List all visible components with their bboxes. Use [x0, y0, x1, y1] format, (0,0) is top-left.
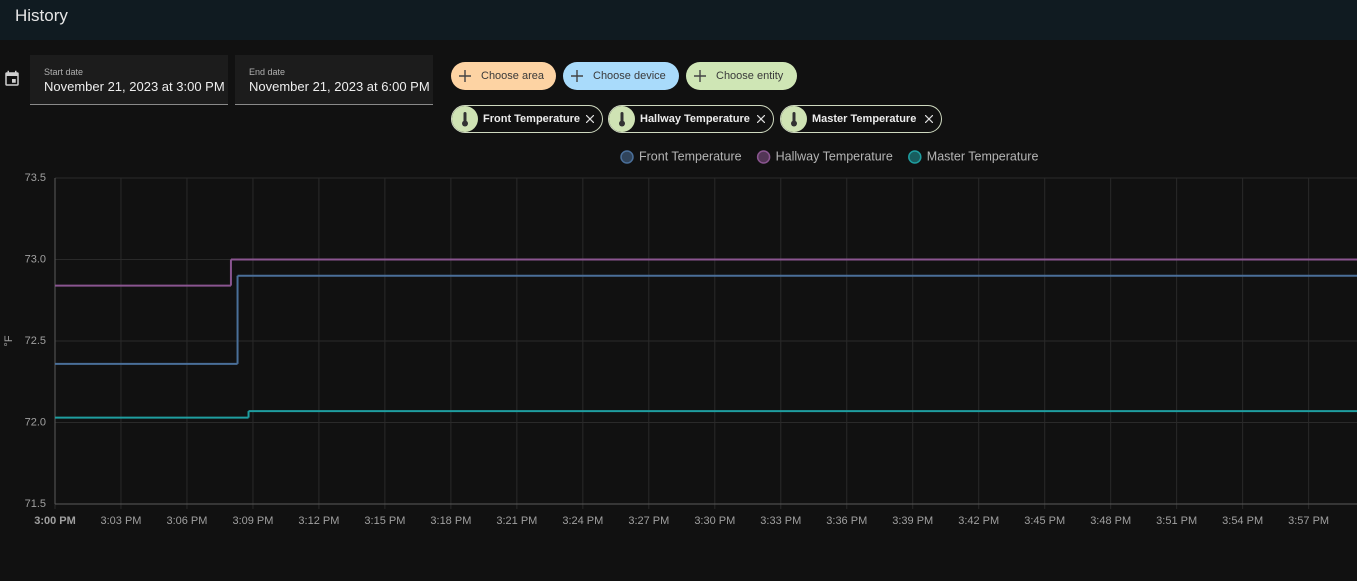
x-tick-label: 3:48 PM [1090, 515, 1131, 527]
start-date-value: November 21, 2023 at 3:00 PM [44, 79, 225, 94]
entity-chip[interactable]: Master Temperature [780, 105, 942, 133]
remove-icon[interactable] [757, 115, 765, 123]
y-tick-label: 73.0 [25, 253, 46, 265]
end-date-label: End date [249, 67, 285, 77]
legend-swatch [758, 151, 770, 163]
chip-label: Front Temperature [483, 106, 580, 132]
x-tick-label: 3:06 PM [166, 515, 207, 527]
x-tick-label: 3:30 PM [694, 515, 735, 527]
chip-label: Hallway Temperature [640, 106, 750, 132]
header: History [0, 0, 1357, 40]
x-tick-label: 3:39 PM [892, 515, 933, 527]
x-tick-label: 3:54 PM [1222, 515, 1263, 527]
x-tick-label: 3:42 PM [958, 515, 999, 527]
remove-icon[interactable] [925, 115, 933, 123]
end-date-value: November 21, 2023 at 6:00 PM [249, 79, 430, 94]
entity-chip[interactable]: Hallway Temperature [608, 105, 774, 133]
legend-swatch [909, 151, 921, 163]
x-tick-label: 3:18 PM [430, 515, 471, 527]
chip-label: Master Temperature [812, 106, 916, 132]
end-date[interactable]: End date November 21, 2023 at 6:00 PM [235, 55, 433, 105]
start-date[interactable]: Start date November 21, 2023 at 3:00 PM [30, 55, 228, 105]
y-axis-label: °F [3, 335, 15, 346]
chip-label: Choose entity [716, 62, 783, 90]
x-tick-label: 3:12 PM [298, 515, 339, 527]
entity-chip[interactable]: Front Temperature [451, 105, 603, 133]
choose-area[interactable]: Choose area [451, 62, 556, 90]
x-tick-label: 3:03 PM [100, 515, 141, 527]
x-tick-label: 3:33 PM [760, 515, 801, 527]
chip-label: Choose area [481, 62, 544, 90]
y-tick-label: 73.5 [25, 172, 46, 184]
header-title: History [15, 6, 68, 26]
legend-swatch [621, 151, 633, 163]
y-tick-label: 72.0 [25, 416, 46, 428]
x-tick-label: 3:51 PM [1156, 515, 1197, 527]
legend-label: Master Temperature [927, 149, 1039, 163]
choose-entity[interactable]: Choose entity [686, 62, 797, 90]
y-tick-label: 72.5 [25, 335, 46, 347]
x-tick-label: 3:36 PM [826, 515, 867, 527]
x-tick-label: 3:09 PM [232, 515, 273, 527]
x-tick-label: 3:27 PM [628, 515, 669, 527]
legend-label: Front Temperature [639, 149, 742, 163]
x-tick-label: 3:00 PM [34, 515, 76, 527]
chip-label: Choose device [593, 62, 666, 90]
x-tick-label: 3:21 PM [496, 515, 537, 527]
x-tick-label: 3:24 PM [562, 515, 603, 527]
calendar-icon[interactable] [3, 70, 21, 88]
choose-device[interactable]: Choose device [563, 62, 679, 90]
legend-label: Hallway Temperature [776, 149, 893, 163]
x-tick-label: 3:57 PM [1288, 515, 1329, 527]
start-date-label: Start date [44, 67, 83, 77]
y-tick-label: 71.5 [25, 498, 46, 510]
x-tick-label: 3:15 PM [364, 515, 405, 527]
remove-icon[interactable] [586, 115, 594, 123]
x-tick-label: 3:45 PM [1024, 515, 1065, 527]
